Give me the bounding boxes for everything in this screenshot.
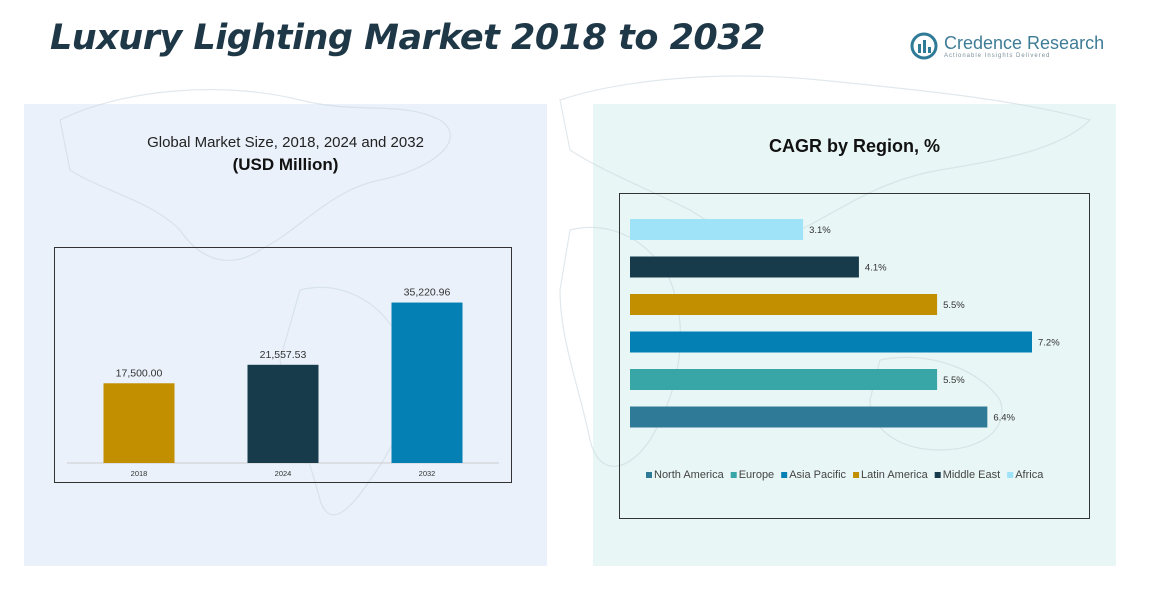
legend-swatch	[646, 472, 652, 478]
market-size-chart: 17,500.00 2018 21,557.53 2024 35,220.96 2032	[67, 287, 499, 478]
brand-name: Credence Research	[944, 33, 1105, 53]
x-tick-label: 2032	[419, 469, 436, 478]
bar-latin-america	[630, 294, 938, 315]
bar-north-america	[630, 406, 988, 428]
legend-swatch	[781, 472, 788, 478]
legend-label: Africa	[1015, 469, 1044, 481]
bar-value-label: 3.1%	[809, 225, 831, 236]
bar-2032	[391, 302, 463, 463]
bar-2024	[247, 364, 319, 463]
cagr-chart: 3.1% 4.1% 5.5% 7.2% 5.5% 6.4% North America Eur…	[630, 219, 1060, 481]
credence-logo-icon	[910, 32, 938, 60]
legend-item: Europe	[730, 469, 774, 481]
bar-value-label: 7.2%	[1038, 338, 1060, 349]
bar-value-label: 5.5%	[943, 375, 965, 386]
bar-value-label: 17,500.00	[116, 367, 163, 379]
bar-value-label: 4.1%	[865, 263, 887, 274]
bar-value-label: 35,220.96	[404, 287, 451, 299]
cagr-chart-frame: 3.1% 4.1% 5.5% 7.2% 5.5% 6.4% North America Eur…	[619, 193, 1090, 519]
right-chart-title: CAGR by Region, %	[768, 136, 940, 156]
legend-label: North America	[654, 469, 725, 481]
bar-value-label: 6.4%	[993, 413, 1015, 424]
bar-africa	[630, 219, 804, 240]
legend-swatch	[730, 472, 737, 478]
legend-item: Latin America	[853, 469, 929, 481]
legend-item: Asia Pacific	[781, 469, 847, 481]
legend-label: Asia Pacific	[789, 469, 846, 481]
legend-item: Middle East	[934, 469, 1000, 481]
x-tick-label: 2018	[131, 469, 148, 478]
bar-asia-pacific	[630, 331, 1032, 353]
legend-item: North America	[646, 469, 725, 481]
bar-value-label: 21,557.53	[260, 349, 307, 361]
legend-swatch	[1007, 472, 1014, 478]
market-size-chart-frame: 17,500.00 2018 21,557.53 2024 35,220.96 2032	[54, 247, 512, 483]
legend-label: Latin America	[861, 469, 929, 481]
x-tick-label: 2024	[275, 469, 292, 478]
page-title: Luxury Lighting Market 2018 to 2032	[50, 18, 766, 58]
bar-2018	[103, 383, 175, 463]
legend-swatch	[934, 472, 941, 478]
brand: Credence Research Actionable Insights De…	[910, 32, 1104, 60]
brand-tagline: Actionable Insights Delivered	[944, 53, 1051, 59]
bar-value-label: 5.5%	[943, 300, 965, 311]
left-chart-unit: (USD Million)	[232, 155, 339, 174]
legend-swatch	[853, 472, 860, 478]
legend-label: Middle East	[943, 469, 1000, 481]
legend-label: Europe	[739, 469, 774, 481]
left-chart-subtitle: Global Market Size, 2018, 2024 and 2032	[147, 134, 424, 151]
bar-middle-east	[630, 256, 859, 278]
legend-item: Africa	[1007, 469, 1044, 481]
bar-europe	[630, 369, 938, 390]
